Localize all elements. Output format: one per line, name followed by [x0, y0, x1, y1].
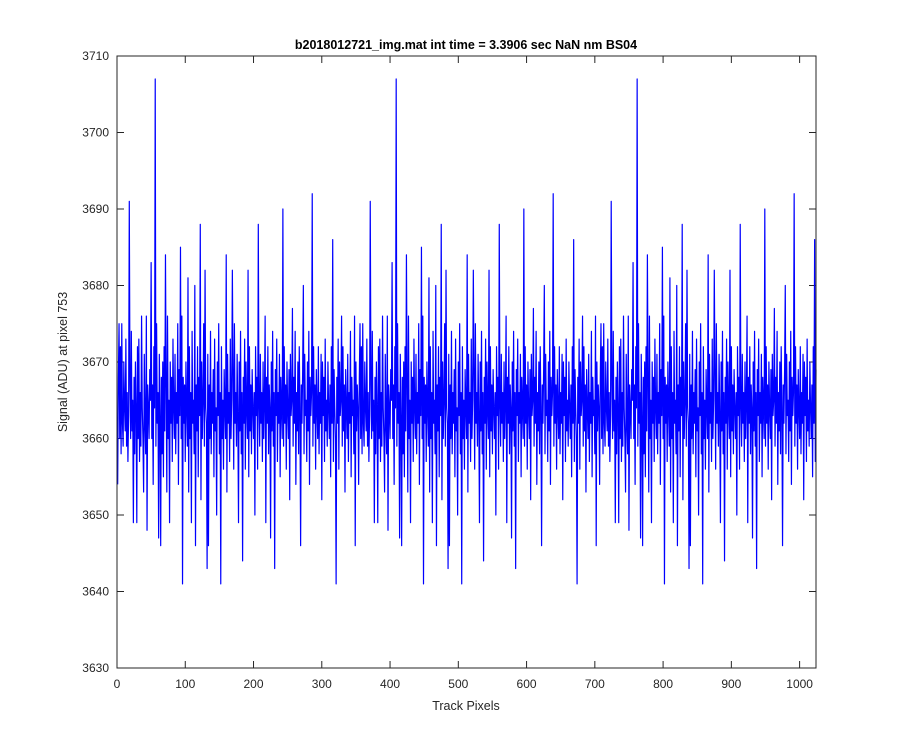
y-tick-label: 3700 — [82, 126, 109, 140]
y-tick-label: 3650 — [82, 508, 109, 522]
y-tick-label: 3660 — [82, 432, 109, 446]
y-tick-label: 3690 — [82, 202, 109, 216]
x-tick-label: 1000 — [786, 677, 813, 691]
axes-box — [116, 55, 817, 669]
x-tick-label: 0 — [114, 677, 121, 691]
x-tick-label: 800 — [653, 677, 673, 691]
y-tick-label: 3670 — [82, 355, 109, 369]
y-tick-label: 3640 — [82, 585, 109, 599]
x-tick-label: 300 — [312, 677, 332, 691]
y-tick-label: 3680 — [82, 279, 109, 293]
x-tick-label: 100 — [175, 677, 195, 691]
y-axis-label: Signal (ADU) at pixel 753 — [56, 292, 70, 432]
x-tick-label: 400 — [380, 677, 400, 691]
chart-title: b2018012721_img.mat int time = 3.3906 se… — [295, 38, 637, 52]
y-tick-label: 3710 — [82, 49, 109, 63]
x-tick-label: 600 — [517, 677, 537, 691]
x-tick-label: 700 — [585, 677, 605, 691]
x-axis-label: Track Pixels — [432, 699, 500, 713]
x-tick-label: 500 — [448, 677, 468, 691]
x-tick-label: 200 — [244, 677, 264, 691]
series-line — [117, 78, 817, 585]
y-tick-label: 3630 — [82, 661, 109, 675]
x-tick-label: 900 — [721, 677, 741, 691]
tick-labels-group: 0 100 200 300 400 500 600 700 800 900 1000 3630 3640… — [82, 49, 813, 691]
